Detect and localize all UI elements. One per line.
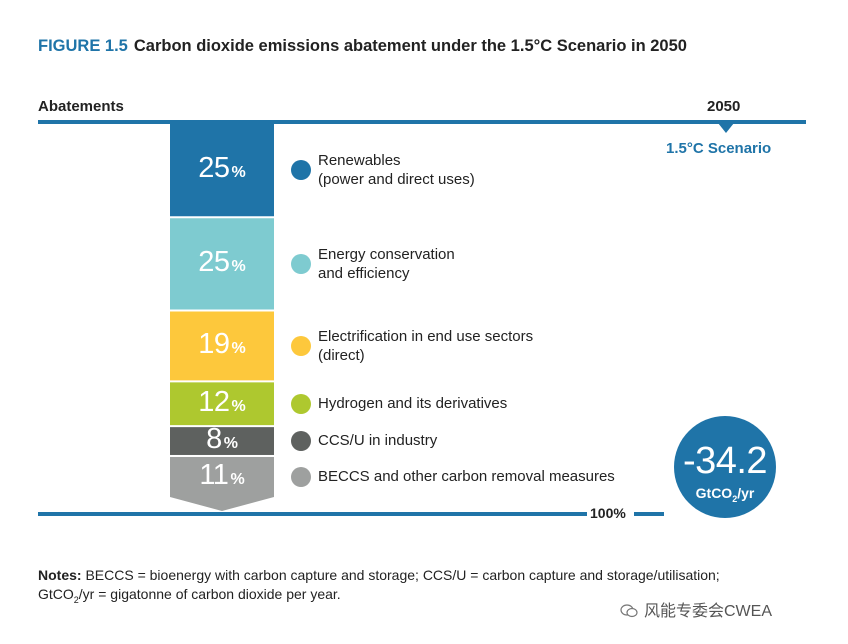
legend-swatch	[291, 160, 311, 181]
legend-label-line: (direct)	[318, 346, 365, 364]
segment-percent-sign: %	[231, 164, 246, 182]
segment-percent-sign: %	[230, 470, 245, 488]
bottom-rule-right	[634, 512, 664, 516]
bar-segment	[170, 427, 274, 455]
notes: Notes: BECCS = bioenergy with carbon cap…	[38, 566, 818, 610]
watermark-text: 风能专委会CWEA	[644, 603, 773, 620]
legend-label-line: CCS/U in industry	[318, 432, 438, 450]
wechat-icon	[620, 604, 638, 618]
total-value: -34.2	[682, 440, 768, 482]
segment-value-label: 19%	[170, 328, 274, 361]
legend-label-line: (power and direct uses)	[318, 171, 475, 189]
abatements-label: Abatements	[38, 98, 124, 115]
segment-percent-sign: %	[231, 397, 246, 415]
notes-line2a: GtCO	[38, 586, 74, 602]
top-rule	[38, 120, 806, 124]
legend-label: BECCS and other carbon removal measures	[318, 467, 615, 486]
legend-swatch	[291, 393, 311, 414]
figure-label: FIGURE 1.5	[38, 37, 128, 55]
legend-label-line: BECCS and other carbon removal measures	[318, 467, 615, 485]
segment-value: 11	[199, 458, 229, 491]
bar-segment	[170, 124, 274, 217]
segment-value: 25	[198, 245, 230, 278]
total-unit: GtCO2/yr	[674, 485, 776, 504]
year-label: 2050	[707, 98, 741, 115]
segment-value-label: 11%	[170, 459, 274, 492]
legend-label-line: Hydrogen and its derivatives	[318, 394, 508, 412]
legend-label-line: Electrification in end use sectors	[318, 327, 534, 345]
segment-value-label: 12%	[170, 386, 274, 419]
legend-label: Hydrogen and its derivatives	[318, 394, 507, 413]
segment-percent-sign: %	[231, 257, 246, 275]
segment-value-label: 8%	[170, 423, 274, 456]
notes-heading: Notes:	[38, 567, 82, 583]
notes-line2-subscript: 2	[73, 594, 79, 605]
legend-swatch	[291, 431, 311, 452]
bar-segment	[170, 456, 274, 511]
legend-label-line: Renewables	[318, 152, 401, 170]
total-percent-label: 100%	[590, 505, 626, 521]
segment-value-label: 25%	[170, 152, 274, 185]
segment-percent-sign: %	[231, 339, 246, 357]
bottom-rule-left	[38, 512, 587, 516]
bar-segment	[170, 382, 274, 426]
legend-label: Energy conservation and efficiency	[318, 245, 455, 283]
watermark: 风能专委会CWEA	[620, 597, 772, 621]
segment-value: 25	[198, 152, 230, 185]
segment-value: 19	[198, 327, 230, 360]
legend-label: CCS/U in industry	[318, 431, 437, 450]
segment-value: 12	[198, 385, 230, 418]
legend-swatch	[291, 335, 311, 356]
notes-line1: BECCS = bioenergy with carbon capture an…	[85, 567, 720, 583]
segment-value: 8	[206, 423, 222, 456]
segment-percent-sign: %	[223, 435, 238, 453]
total-unit-tail: /yr	[737, 485, 755, 501]
segment-value-label: 25%	[170, 246, 274, 279]
legend-swatch	[291, 466, 311, 487]
total-emissions-bubble: -34.2 GtCO2/yr	[674, 416, 776, 518]
bar-segment	[170, 311, 274, 381]
figure-title-text: Carbon dioxide emissions abatement under…	[133, 37, 687, 55]
legend-label-line: and efficiency	[318, 264, 410, 282]
legend-label-line: Energy conservation	[318, 245, 455, 263]
scenario-label: 1.5°C Scenario	[666, 140, 772, 157]
figure-title: FIGURE 1.5 Carbon dioxide emissions abate…	[38, 37, 687, 56]
legend-swatch	[291, 253, 311, 274]
legend-label: Electrification in end use sectors (direc…	[318, 327, 533, 365]
notes-line2b: /yr = gigatonne of carbon dioxide per ye…	[78, 586, 341, 602]
total-unit-text: GtCO	[695, 485, 733, 501]
scenario-marker-icon	[718, 123, 734, 133]
bar-segment	[170, 218, 274, 310]
total-unit-subscript: 2	[732, 493, 738, 504]
legend-label: Renewables (power and direct uses)	[318, 151, 475, 189]
